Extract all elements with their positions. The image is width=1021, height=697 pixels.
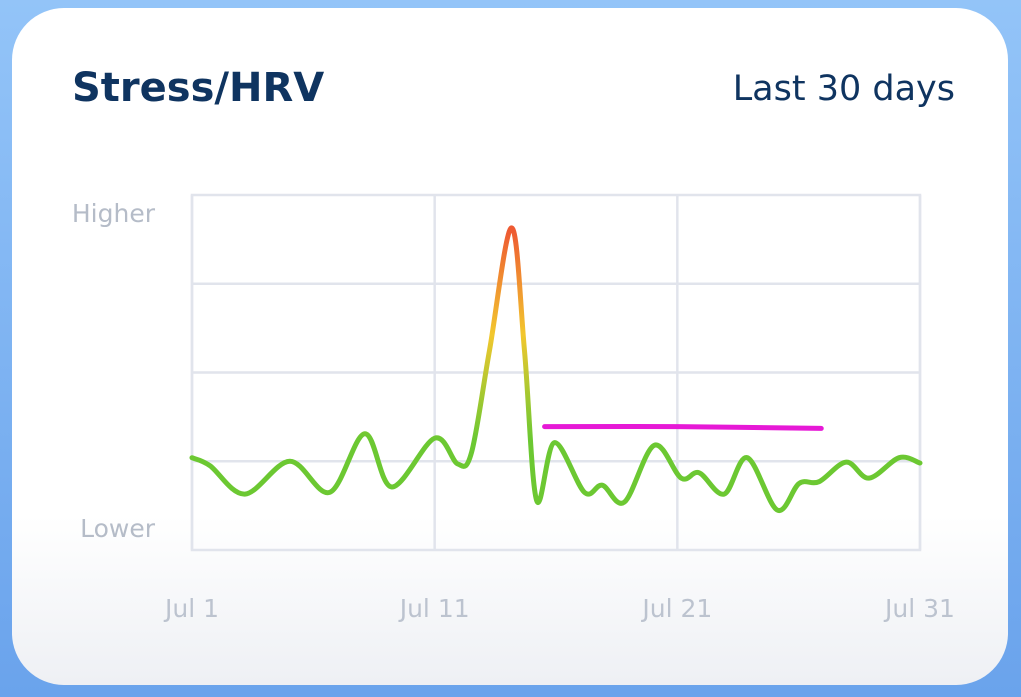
x-tick-label: Jul 11 <box>398 594 470 623</box>
x-tick-label: Jul 21 <box>640 594 712 623</box>
card <box>12 8 1008 685</box>
y-tick-label: Higher <box>72 199 156 228</box>
x-tick-label: Jul 31 <box>883 594 955 623</box>
period-label[interactable]: Last 30 days <box>733 69 955 109</box>
x-tick-label: Jul 1 <box>163 594 219 623</box>
series-line <box>189 225 923 513</box>
series-line <box>542 424 824 431</box>
y-tick-label: Lower <box>80 514 156 543</box>
card-title: Stress/HRV <box>72 65 324 111</box>
